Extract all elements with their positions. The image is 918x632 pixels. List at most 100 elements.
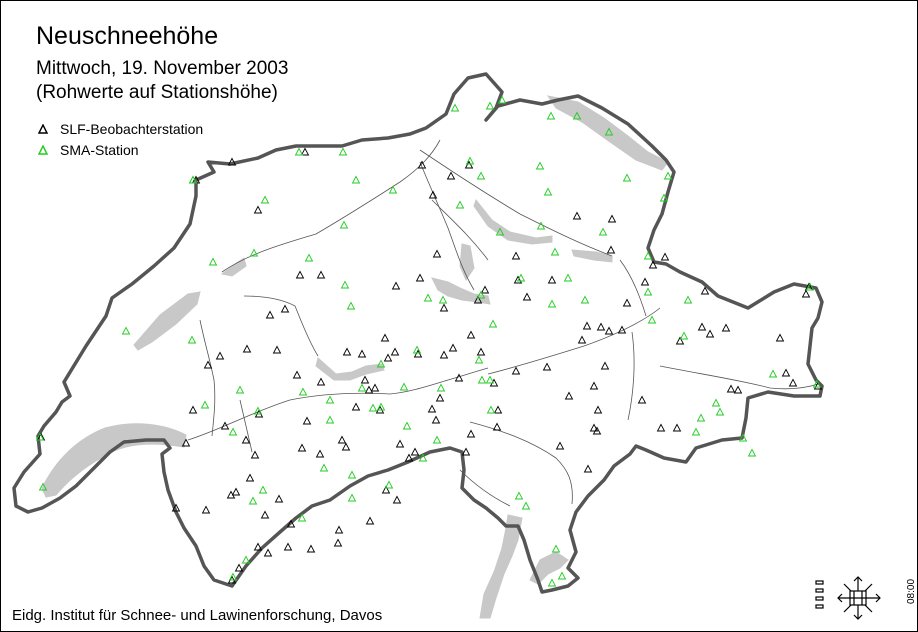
slf-station-marker bbox=[265, 310, 275, 319]
sma-station-marker bbox=[711, 398, 721, 407]
slf-station-marker bbox=[577, 335, 587, 344]
sma-station-marker bbox=[495, 227, 505, 236]
map-note: (Rohwerte auf Stationshöhe) bbox=[36, 82, 278, 103]
sma-station-marker bbox=[455, 200, 465, 209]
slf-station-marker bbox=[295, 270, 305, 279]
slf-station-marker bbox=[220, 421, 230, 430]
sma-station-marker bbox=[557, 571, 567, 580]
slf-station-marker bbox=[542, 362, 552, 371]
slf-station-marker bbox=[342, 347, 352, 356]
slf-station-marker bbox=[600, 361, 610, 370]
lake-neuchatel bbox=[133, 291, 201, 351]
sma-station-marker bbox=[376, 402, 386, 411]
slf-station-marker bbox=[201, 505, 211, 514]
slf-station-marker bbox=[395, 439, 405, 448]
sma-station-marker bbox=[476, 171, 486, 180]
slf-station-marker bbox=[480, 285, 490, 294]
sma-station-marker bbox=[536, 221, 546, 230]
legend-label-sma: SMA-Station bbox=[60, 142, 139, 158]
rivers-and-boundaries bbox=[187, 139, 819, 507]
sma-station-marker bbox=[643, 251, 653, 260]
slf-station-marker bbox=[300, 147, 310, 156]
slf-station-marker bbox=[360, 375, 370, 384]
slf-station-marker bbox=[721, 323, 731, 332]
river-rhine-upper bbox=[487, 307, 661, 375]
station-markers bbox=[35, 95, 823, 587]
slf-station-marker bbox=[392, 495, 402, 504]
sma-station-marker bbox=[35, 432, 45, 441]
slf-station-marker bbox=[306, 544, 316, 553]
sma-station-marker bbox=[647, 315, 657, 324]
slf-station-marker bbox=[297, 443, 307, 452]
sma-station-marker bbox=[521, 501, 531, 510]
legend-slf-marker bbox=[38, 124, 48, 134]
slf-station-marker bbox=[775, 333, 785, 342]
sma-station-marker bbox=[486, 405, 496, 414]
sma-station-marker bbox=[812, 379, 822, 388]
slf-station-marker bbox=[315, 449, 325, 458]
sma-station-marker bbox=[187, 335, 197, 344]
sma-station-marker bbox=[253, 406, 263, 415]
slf-station-marker bbox=[428, 190, 438, 199]
slf-station-marker bbox=[417, 160, 427, 169]
river-maggia bbox=[459, 469, 511, 507]
sma-station-marker bbox=[477, 375, 487, 384]
sma-station-marker bbox=[514, 491, 524, 500]
slf-station-marker bbox=[604, 326, 614, 335]
slf-station-marker bbox=[245, 473, 255, 482]
lake-lugano bbox=[529, 551, 569, 585]
sma-station-marker bbox=[258, 485, 268, 494]
triangle-outline-icon bbox=[38, 124, 48, 134]
slf-station-marker bbox=[380, 333, 390, 342]
slf-station-marker bbox=[492, 422, 502, 431]
slf-station-marker bbox=[522, 292, 532, 301]
slf-station-marker bbox=[432, 249, 442, 258]
lake-maggiore bbox=[479, 514, 523, 619]
slf-station-marker bbox=[572, 211, 582, 220]
slf-station-marker bbox=[640, 277, 650, 286]
slf-station-marker bbox=[391, 281, 401, 290]
slf-station-marker bbox=[231, 487, 241, 496]
river-limmat bbox=[431, 199, 489, 261]
lake-lucerne bbox=[431, 277, 491, 305]
slf-station-marker bbox=[316, 377, 326, 386]
slf-station-marker bbox=[511, 366, 521, 375]
sma-station-marker bbox=[402, 421, 412, 430]
sma-station-marker bbox=[572, 111, 582, 120]
sma-station-marker bbox=[679, 331, 689, 340]
slf-station-marker bbox=[215, 351, 225, 360]
sma-station-marker bbox=[551, 544, 561, 553]
slf-station-marker bbox=[203, 360, 213, 369]
sma-station-marker bbox=[304, 253, 314, 262]
slf-station-marker bbox=[622, 298, 632, 307]
slf-station-marker bbox=[589, 423, 599, 432]
sma-station-marker bbox=[683, 295, 693, 304]
sma-station-marker bbox=[412, 345, 422, 354]
slf-station-marker bbox=[241, 435, 251, 444]
sma-station-marker bbox=[547, 578, 557, 587]
sma-station-marker bbox=[604, 127, 614, 136]
sma-station-marker bbox=[535, 161, 545, 170]
slf-station-marker bbox=[242, 344, 252, 353]
sma-station-marker bbox=[351, 175, 361, 184]
river-vorderrhein bbox=[627, 331, 635, 421]
slf-station-marker bbox=[461, 447, 471, 456]
slf-station-marker bbox=[253, 205, 263, 214]
sma-station-marker bbox=[325, 395, 335, 404]
sma-station-marker bbox=[228, 427, 238, 436]
slf-station-marker bbox=[675, 336, 685, 345]
slf-station-marker bbox=[648, 260, 658, 269]
slf-station-marker bbox=[547, 275, 557, 284]
slf-station-marker bbox=[263, 548, 273, 557]
slf-station-marker bbox=[660, 252, 670, 261]
slf-station-marker bbox=[381, 485, 391, 494]
lake-walen bbox=[571, 249, 613, 263]
slf-snowflake-logo-icon bbox=[814, 573, 886, 628]
slf-station-marker bbox=[637, 395, 647, 404]
slf-station-marker bbox=[357, 349, 367, 358]
slf-station-marker bbox=[302, 416, 312, 425]
sma-station-marker bbox=[423, 293, 433, 302]
slf-station-marker bbox=[555, 441, 565, 450]
river-upper-aare bbox=[243, 295, 319, 357]
